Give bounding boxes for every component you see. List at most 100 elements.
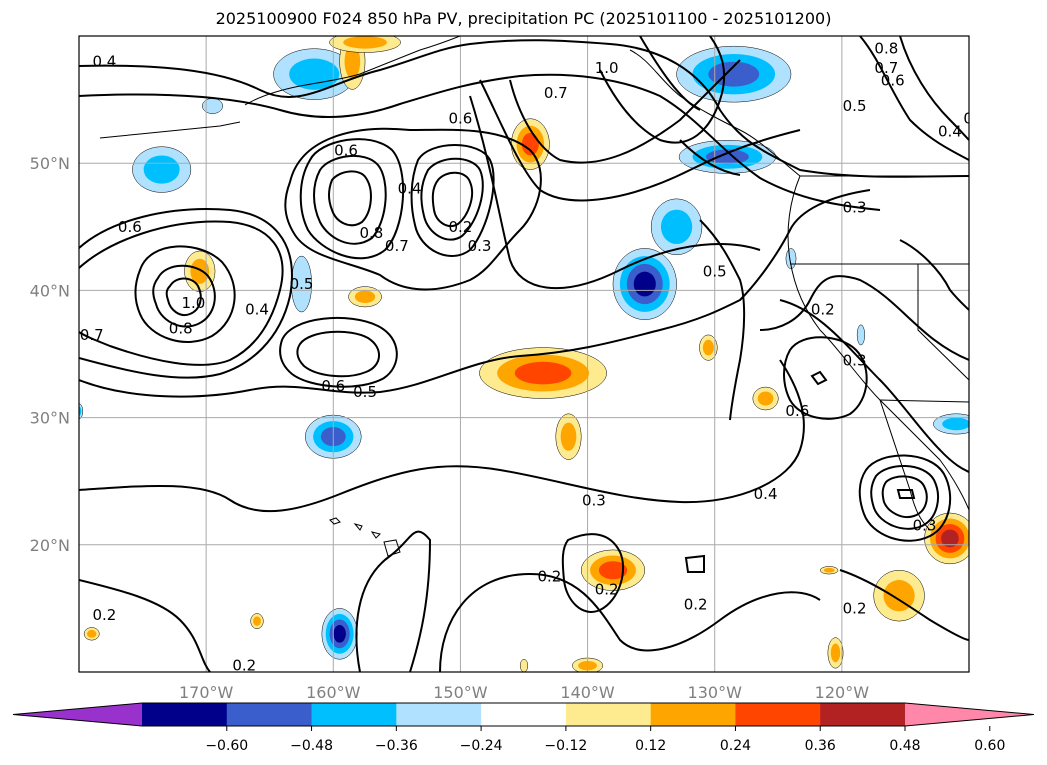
baja-coast [879,399,931,531]
state-border-mexico [879,399,969,403]
pv-contour-label: 0.5 [290,275,314,293]
precipitation-layer [79,36,969,672]
precip-level [856,324,865,346]
pv-contour-line [783,336,868,420]
pv-contour-label: 0.6 [881,72,905,90]
pv-contour-label: 0.4 [92,52,116,70]
pv-contour-line [899,36,969,141]
lat-tick-label: 50°N [30,154,70,173]
lat-tick-label: 20°N [30,536,70,555]
precip-blob [819,566,839,575]
pv-contour-label: 0.5 [353,383,377,401]
precip-blob [202,98,223,114]
colorbar-tick-label: −0.60 [205,738,248,754]
pv-contour-line [284,127,542,291]
pv-contour-line [839,569,969,641]
pv-contour-label: 0.6 [118,218,142,236]
pv-contour-label: 0.6 [321,377,345,395]
precip-level [660,209,693,245]
precip-blob [348,286,382,308]
pv-contour-label: 0.3 [843,351,867,369]
precip-level [633,271,656,297]
pv-contour-line [296,330,380,378]
precip-level [708,61,760,87]
pv-contour-line [79,359,805,513]
pv-contour-label: 0.3 [913,517,937,535]
colorbar-tick-label: 0.60 [974,738,1005,754]
colorbar-tick-label: 0.36 [805,738,836,754]
precip-level [202,98,223,114]
pv-contour-line [479,79,801,202]
precip-blob [676,45,792,103]
precip-level [823,567,835,573]
pv-contour-label: 0.2 [595,580,619,598]
pv-contour-line [759,275,969,361]
pv-contour-line [79,208,293,379]
precip-level [830,643,841,663]
pv-contour-labels: 0.40.60.60.71.00.80.70.60.50.40.30.6 0.80… [80,40,969,672]
pv-contour-line [599,36,726,144]
precip-level [941,529,959,548]
lon-tick-label: 170°W [179,683,234,702]
colorbar-segment [226,703,313,726]
pv-contour-label: 0.4 [245,300,269,318]
pv-contour-line [439,572,821,672]
colorbar-tick-label: −0.24 [460,738,503,754]
us-coast [787,175,969,511]
colorbar-segment [820,703,906,726]
pv-contour-line [279,316,398,388]
pv-contour-label: 0.3 [582,491,606,509]
pv-contour-label: 1.0 [595,59,619,77]
pv-contour-label: 0.6 [334,141,358,159]
precip-blob [827,637,844,669]
precip-blob [933,413,969,435]
pv-contour-line [679,139,741,176]
pv-contour-line [858,454,952,542]
pv-contour-line [420,157,484,241]
alaska-coast [244,36,461,106]
lon-tick-label: 150°W [433,683,488,702]
precip-blob [132,146,192,193]
pv-contour-line [684,554,705,573]
precip-level [190,258,210,284]
pv-contour-line [328,170,372,227]
precip-blob [572,657,604,672]
colorbar-segment [396,703,482,726]
precip-level [343,36,387,49]
precip-level [521,132,539,156]
pv-contour-label: 1.0 [181,294,205,312]
pv-contour-line [881,475,928,518]
map-frame [78,35,970,673]
precip-level [333,624,346,643]
lat-tick-label: 40°N [30,281,70,300]
precip-blob [250,613,264,630]
pv-contour-line [810,370,828,386]
pv-contour-label: 0.7 [874,59,898,77]
axis-ticks: 170°W 160°W 150°W 140°W 130°W 120°W 20°N 30°N 40… [30,154,870,702]
colorbar-tick-label: −0.36 [375,738,418,754]
colorbar-tick-label: 0.24 [720,738,751,754]
pv-contour-line [896,489,916,499]
pv-contour-line [313,154,387,245]
coastlines [99,36,969,557]
aleutian-chain [99,121,241,139]
colorbar-outline [12,702,1035,727]
pv-contour-line [152,264,216,328]
pv-contour-label: 0.5 [703,262,727,280]
precip-blob [519,659,529,672]
precip-level [253,616,261,626]
pv-contour-line [859,36,969,161]
pv-contour-line [561,533,625,613]
precip-level [289,58,340,90]
precip-blob [752,386,779,411]
colorbar-tick-label: −0.12 [544,738,587,754]
colorbar-segment [650,703,736,726]
pv-contour-label: 0.6 [448,110,472,128]
pv-contour-label: 0.2 [537,568,561,586]
lon-tick-label: 140°W [560,683,615,702]
pv-contour-line [299,138,405,260]
precip-blob [856,324,865,346]
precip-blob [479,347,607,399]
state-border-ca-nv [917,264,969,381]
